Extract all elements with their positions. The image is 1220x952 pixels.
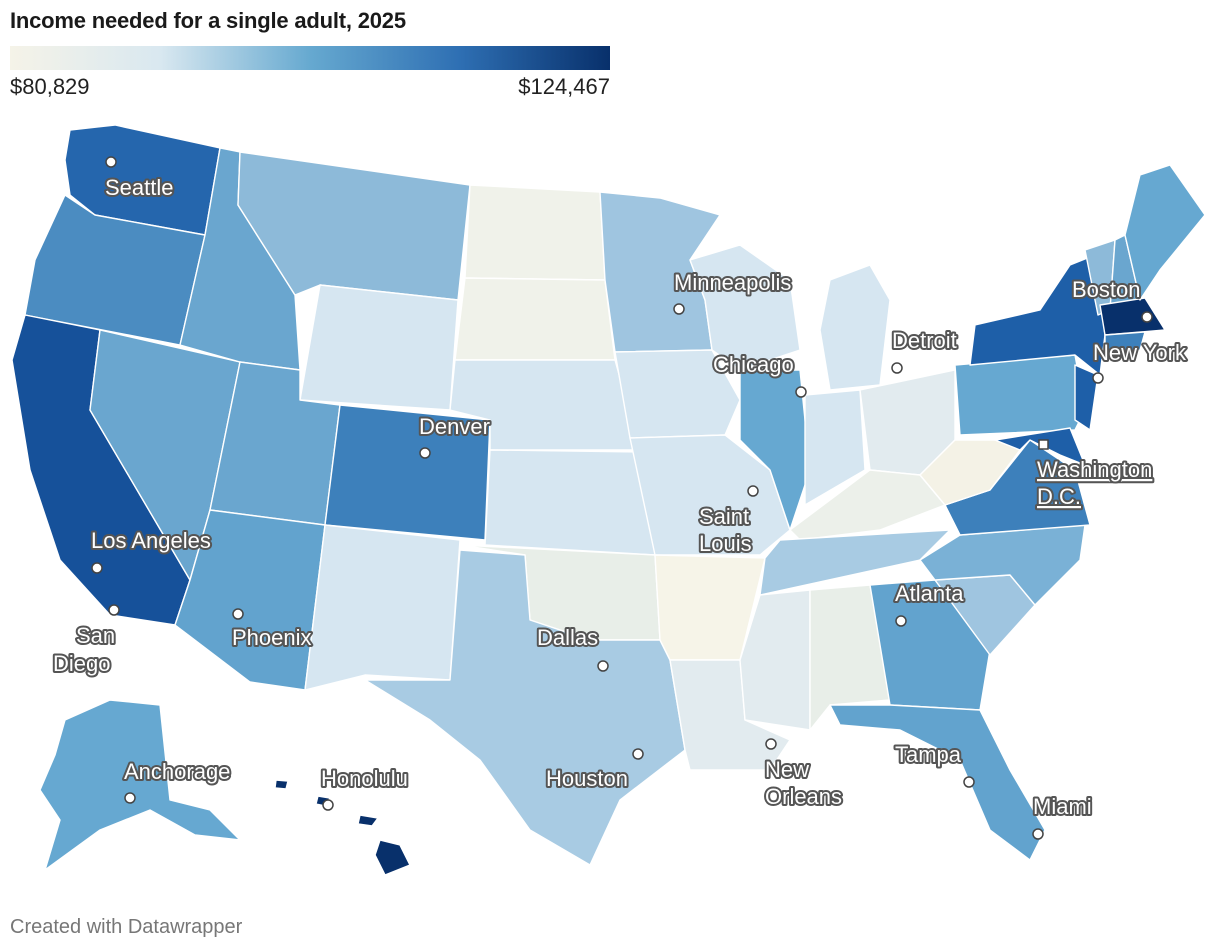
state-tennessee[interactable] (759, 529, 951, 596)
city-label-boston: Boston (1072, 277, 1141, 302)
state-iowa[interactable] (614, 349, 741, 439)
state-hawaii-kauai[interactable] (274, 779, 289, 790)
city-label-dc: D.C. (1037, 484, 1081, 509)
city-label-minneapolis: Minneapolis (674, 270, 791, 295)
state-new-jersey[interactable] (1074, 364, 1099, 431)
city-dot-miami[interactable] (1032, 828, 1044, 840)
city-dot-honolulu[interactable] (322, 799, 334, 811)
city-dot-tampa[interactable] (963, 776, 975, 788)
state-hawaii-main[interactable] (374, 839, 411, 876)
city-dot-boston[interactable] (1141, 311, 1153, 323)
city-label-phoenix: Phoenix (232, 625, 312, 650)
state-new-york[interactable] (969, 254, 1106, 376)
city-dot-new-orleans[interactable] (765, 738, 777, 750)
state-massachusetts[interactable] (1099, 297, 1166, 336)
state-alaska[interactable] (39, 699, 241, 871)
state-alabama[interactable] (809, 584, 891, 731)
city-label-new: New (765, 757, 809, 782)
city-label-seattle: Seattle (105, 175, 174, 200)
city-label-louis: Louis (699, 531, 752, 556)
city-dot-atlanta[interactable] (895, 615, 907, 627)
city-label-chicago: Chicago (713, 352, 794, 377)
city-label-atlanta: Atlanta (895, 581, 964, 606)
state-maine[interactable] (1124, 164, 1206, 301)
city-dot-washington-dc[interactable] (1038, 439, 1049, 450)
city-label-los-angeles: Los Angeles (91, 528, 211, 553)
city-dot-phoenix[interactable] (232, 608, 244, 620)
state-south-dakota[interactable] (454, 277, 616, 361)
state-connecticut[interactable] (1104, 331, 1146, 359)
state-new-mexico[interactable] (304, 524, 461, 691)
state-kansas[interactable] (484, 449, 656, 556)
city-dot-dallas[interactable] (597, 660, 609, 672)
city-dot-detroit[interactable] (891, 362, 903, 374)
state-mississippi[interactable] (739, 589, 811, 731)
city-dot-san-diego[interactable] (108, 604, 120, 616)
state-michigan[interactable] (819, 264, 891, 391)
city-dot-anchorage[interactable] (124, 792, 136, 804)
city-dot-houston[interactable] (632, 748, 644, 760)
state-indiana[interactable] (804, 389, 866, 506)
city-label-dallas: Dallas (537, 625, 598, 650)
legend-min-label: $80,829 (10, 74, 90, 99)
state-wyoming[interactable] (299, 284, 459, 411)
footer-credit[interactable]: Created with Datawrapper (10, 916, 243, 938)
city-label-detroit: Detroit (892, 328, 957, 353)
city-label-houston: Houston (546, 766, 628, 791)
city-label-miami: Miami (1033, 794, 1092, 819)
city-dot-saint-louis[interactable] (747, 485, 759, 497)
city-label-saint: Saint (699, 504, 749, 529)
city-label-denver: Denver (419, 414, 490, 439)
state-hawaii-maui[interactable] (357, 814, 379, 827)
city-label-orleans: Orleans (765, 784, 842, 809)
state-florida[interactable] (829, 704, 1046, 861)
color-legend-bar (10, 46, 610, 70)
city-label-diego: Diego (53, 651, 110, 676)
city-dot-seattle[interactable] (105, 156, 117, 168)
city-dot-los-angeles[interactable] (91, 562, 103, 574)
city-dot-new-york[interactable] (1092, 372, 1104, 384)
state-pennsylvania[interactable] (954, 354, 1086, 436)
state-wisconsin[interactable] (689, 244, 801, 371)
city-dot-denver[interactable] (419, 447, 431, 459)
city-label-washington: Washington (1037, 457, 1152, 482)
city-dot-chicago[interactable] (795, 386, 807, 398)
city-markers (91, 156, 1153, 840)
map-title: Income needed for a single adult, 2025 (10, 8, 406, 33)
city-label-tampa: Tampa (895, 742, 962, 767)
city-label-new-york: New York (1093, 340, 1187, 365)
state-maryland[interactable] (994, 427, 1086, 466)
city-label-san: San (76, 623, 115, 648)
city-dot-minneapolis[interactable] (673, 303, 685, 315)
state-texas[interactable] (364, 549, 686, 866)
city-label-anchorage: Anchorage (124, 759, 230, 784)
city-label-honolulu: Honolulu (321, 766, 408, 791)
city-labels: Seattle Minneapolis Boston Detroit Chica… (51, 173, 1189, 821)
state-north-dakota[interactable] (464, 184, 606, 281)
legend-max-label: $124,467 (518, 74, 610, 99)
